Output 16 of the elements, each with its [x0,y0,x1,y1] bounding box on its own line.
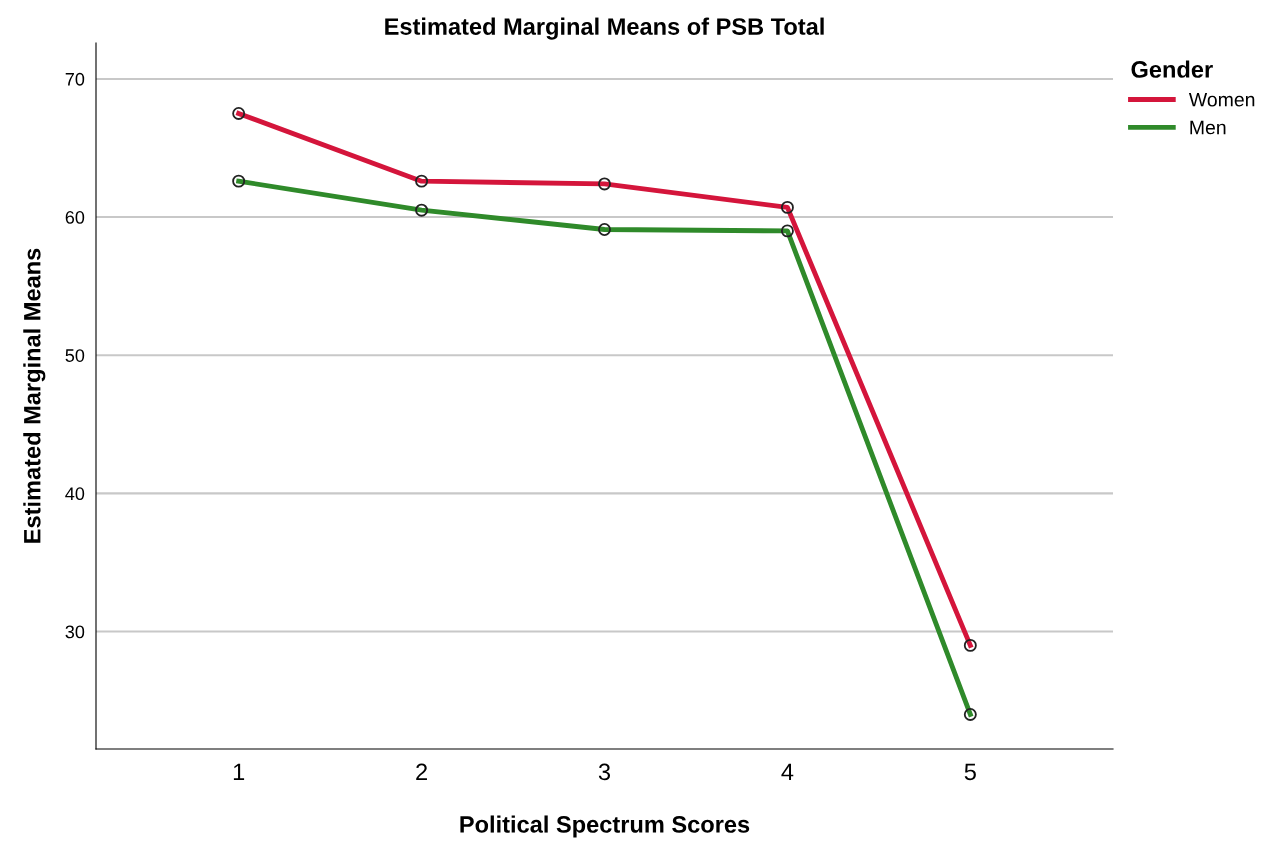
x-tick-label: 1 [233,763,245,780]
x-tick-label: 2 [416,763,427,780]
chart-title: Estimated Marginal Means of PSB Total [385,17,824,40]
x-axis-title: Political Spectrum Scores [460,815,750,838]
y-tick-label: 60 [65,211,85,224]
y-tick-label: 70 [65,72,85,86]
x-tick-label: 3 [598,763,611,781]
legend-label: Women [1188,92,1255,107]
y-tick-label: 50 [65,349,85,362]
y-axis-title: Estimated Marginal Means [23,248,46,543]
y-tick-label: 30 [65,625,85,639]
y-tick-label: 40 [65,487,85,501]
legend-title: Gender [1131,60,1213,78]
x-tick-label: 5 [964,763,976,781]
x-tick-label: 4 [781,763,794,780]
legend-label: Men [1190,120,1226,135]
